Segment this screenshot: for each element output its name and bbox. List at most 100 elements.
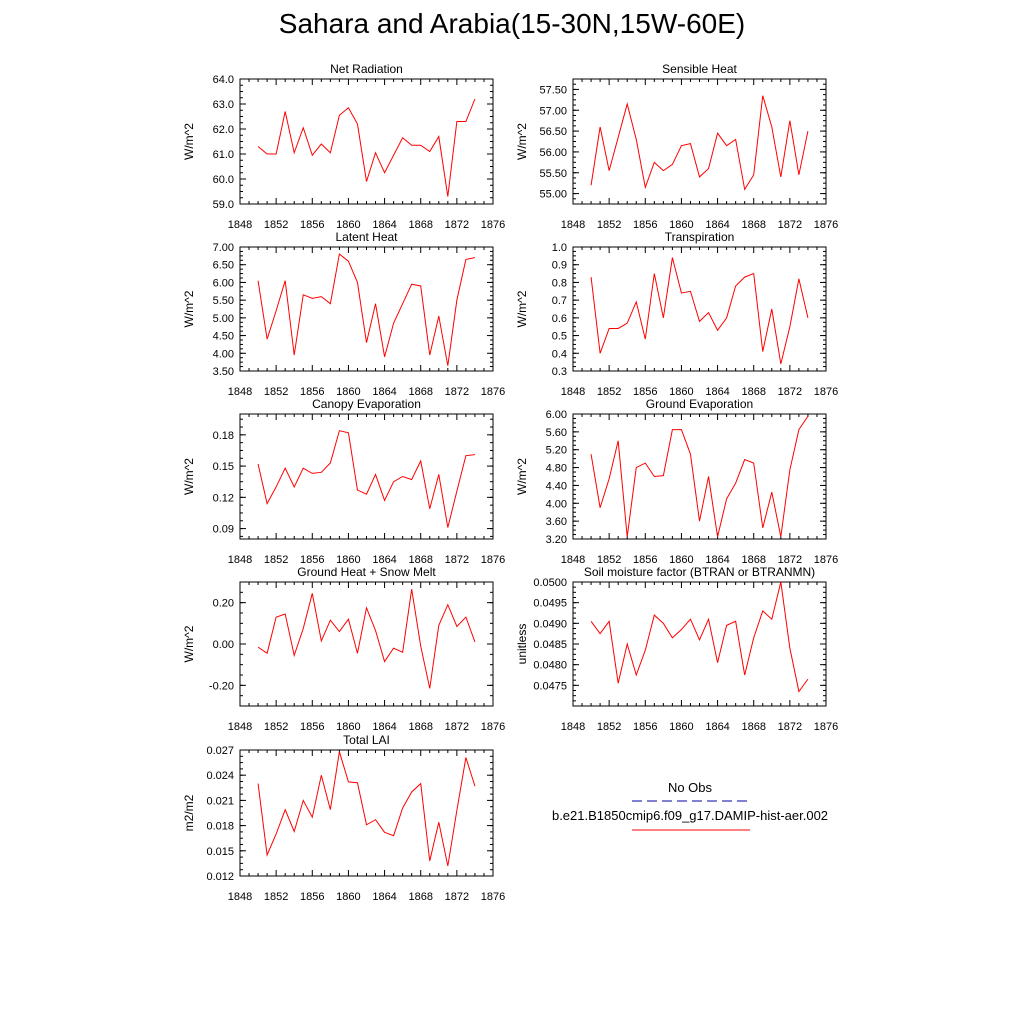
y-tick-label: 6.50 <box>213 260 234 272</box>
chart-panel: Ground Heat + Snow Melt W/m^2 1848 1852 1856… <box>182 565 505 733</box>
y-tick-label: 0.0480 <box>533 660 567 672</box>
series-line <box>257 751 476 867</box>
y-tick-label: 0.8 <box>552 277 567 289</box>
series-line <box>257 430 475 528</box>
x-tick-label: 1872 <box>778 386 802 398</box>
y-tick-label: 4.00 <box>546 498 567 510</box>
x-tick-label: 1856 <box>633 721 657 733</box>
y-tick-label: 0.0475 <box>533 680 567 692</box>
series-line <box>590 415 809 537</box>
x-tick-label: 1864 <box>372 554 396 566</box>
x-tick-label: 1848 <box>561 721 585 733</box>
x-tick-label: 1868 <box>408 554 432 566</box>
x-tick-label: 1864 <box>705 219 729 231</box>
x-tick-label: 1876 <box>481 554 505 566</box>
x-tick-label: 1860 <box>336 386 360 398</box>
panel-title: Ground Evaporation <box>646 397 753 411</box>
y-tick-label: 0.7 <box>552 295 567 307</box>
y-axis-label: W/m^2 <box>515 123 529 160</box>
panel-title: Latent Heat <box>335 230 398 244</box>
x-tick-label: 1864 <box>705 721 729 733</box>
y-tick-label: 5.60 <box>546 427 567 439</box>
y-axis-label: unitless <box>515 624 529 665</box>
series-line <box>257 253 476 366</box>
y-tick-label: 0.0490 <box>533 618 567 630</box>
series-line <box>257 589 476 689</box>
panel-title: Canopy Evaporation <box>312 397 421 411</box>
x-tick-label: 1848 <box>228 554 252 566</box>
x-tick-label: 1872 <box>778 554 802 566</box>
x-tick-label: 1876 <box>481 891 505 903</box>
legend-obs-label: No Obs <box>668 780 713 795</box>
chart-panel: Canopy Evaporation W/m^2 1848 1852 1856 1860 1… <box>182 397 505 566</box>
y-tick-label: 4.40 <box>546 480 567 492</box>
y-tick-label: 0.0500 <box>533 577 567 589</box>
x-tick-label: 1860 <box>669 554 693 566</box>
y-tick-label: 0.15 <box>213 461 234 473</box>
y-tick-label: 0.12 <box>213 492 234 504</box>
chart-panel: Net Radiation W/m^2 1848 1852 1856 1860 1864 18… <box>182 62 505 231</box>
y-tick-label: 7.00 <box>213 242 234 254</box>
plot-frame <box>239 749 494 877</box>
y-tick-label: 5.20 <box>546 445 567 457</box>
y-tick-label: 5.00 <box>213 313 234 325</box>
x-tick-label: 1852 <box>597 721 621 733</box>
plot-frame <box>572 246 827 372</box>
chart-panel: Sensible Heat W/m^2 1848 1852 1856 1860 1864 18… <box>515 62 838 231</box>
x-tick-label: 1860 <box>336 721 360 733</box>
plot-frame <box>239 581 494 707</box>
y-tick-label: 0.024 <box>206 770 234 782</box>
x-tick-label: 1876 <box>814 554 838 566</box>
legend: No Obs b.e21.B1850cmip6.f09_g17.DAMIP-his… <box>552 780 828 831</box>
y-tick-label: 6.00 <box>546 409 567 421</box>
plot-frame <box>239 413 494 540</box>
x-tick-label: 1868 <box>741 219 765 231</box>
x-tick-label: 1852 <box>597 386 621 398</box>
x-tick-label: 1856 <box>633 219 657 231</box>
x-tick-label: 1876 <box>481 219 505 231</box>
x-tick-label: 1868 <box>741 721 765 733</box>
x-tick-label: 1864 <box>372 721 396 733</box>
x-tick-label: 1872 <box>445 554 469 566</box>
series-line <box>257 98 476 197</box>
chart-panel: Soil moisture factor (BTRAN or BTRANMN) u… <box>515 565 838 733</box>
x-tick-label: 1848 <box>228 891 252 903</box>
x-tick-label: 1860 <box>336 554 360 566</box>
x-tick-label: 1856 <box>633 386 657 398</box>
x-tick-label: 1856 <box>633 554 657 566</box>
x-tick-label: 1852 <box>264 219 288 231</box>
y-tick-label: 55.50 <box>539 168 567 180</box>
x-tick-label: 1856 <box>300 219 324 231</box>
x-tick-label: 1876 <box>814 386 838 398</box>
y-tick-label: 0.027 <box>206 745 234 757</box>
x-tick-label: 1864 <box>372 386 396 398</box>
y-tick-label: 3.60 <box>546 516 567 528</box>
panel-title: Sensible Heat <box>662 62 737 76</box>
x-tick-label: 1868 <box>741 554 765 566</box>
plot-frame <box>239 246 494 372</box>
chart-panel: Latent Heat W/m^2 1848 1852 1856 1860 1864 1868… <box>182 230 505 398</box>
y-tick-label: 5.50 <box>213 295 234 307</box>
y-tick-label: 56.50 <box>539 126 567 138</box>
series-line <box>590 95 809 191</box>
y-axis-label: W/m^2 <box>182 123 196 160</box>
y-tick-label: 0.0495 <box>533 598 567 610</box>
series-line <box>590 581 809 693</box>
plot-frame <box>572 78 827 205</box>
y-tick-label: 0.4 <box>552 348 567 360</box>
y-tick-label: 6.00 <box>213 277 234 289</box>
y-axis-label: W/m^2 <box>182 290 196 327</box>
y-tick-label: 59.0 <box>213 199 234 211</box>
y-tick-label: -0.20 <box>209 680 234 692</box>
y-tick-label: 0.015 <box>206 846 234 858</box>
y-axis-label: W/m^2 <box>182 458 196 495</box>
y-tick-label: 0.5 <box>552 331 567 343</box>
y-axis-label: W/m^2 <box>515 458 529 495</box>
x-tick-label: 1848 <box>228 721 252 733</box>
x-tick-label: 1848 <box>561 554 585 566</box>
panel-title: Soil moisture factor (BTRAN or BTRANMN) <box>584 565 815 579</box>
x-tick-label: 1856 <box>300 386 324 398</box>
chart-panel: Ground Evaporation W/m^2 1848 1852 1856 1860 1… <box>515 397 838 566</box>
x-tick-label: 1872 <box>445 721 469 733</box>
panel-title: Ground Heat + Snow Melt <box>297 565 436 579</box>
